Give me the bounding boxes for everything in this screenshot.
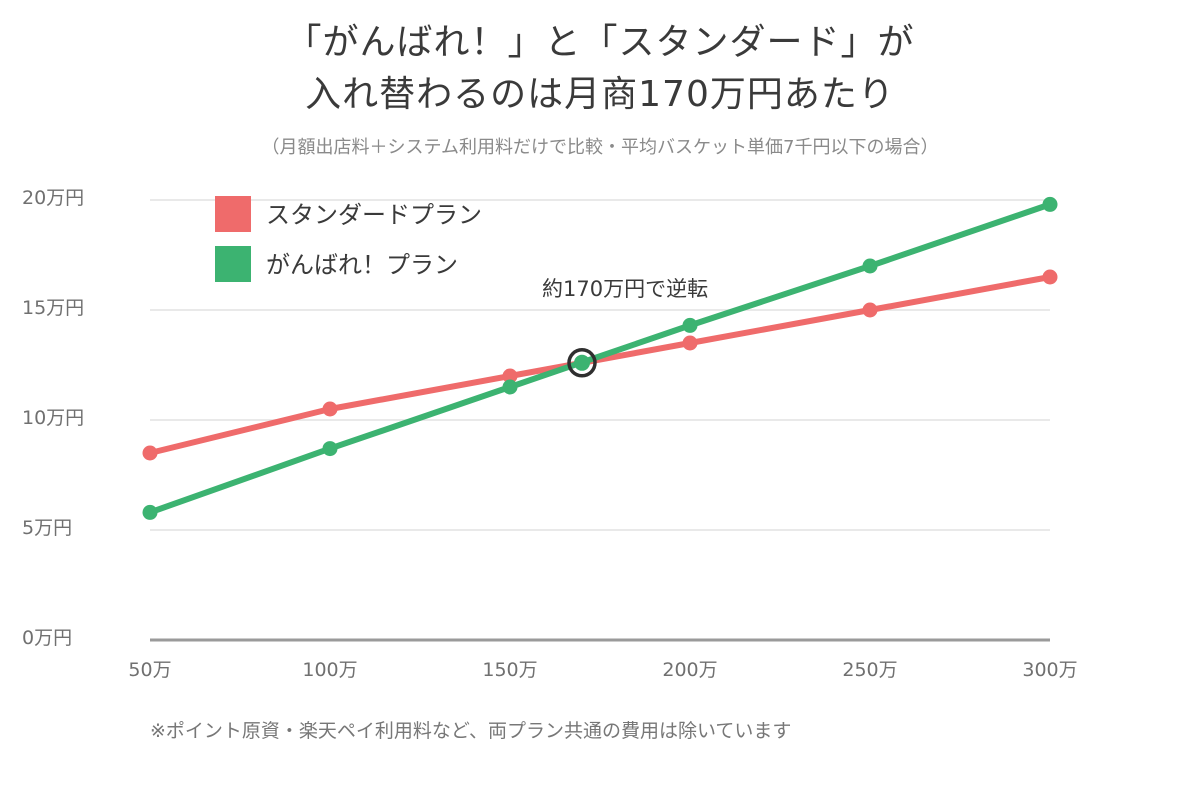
chart-subtitle: （月額出店料＋システム利用料だけで比較・平均バスケット単価7千円以下の場合） [261,137,939,158]
data-point [1042,269,1058,285]
data-point [1042,196,1058,212]
legend-swatch [215,246,251,282]
series-group [142,196,1058,520]
chart-footnote: ※ポイント原資・楽天ペイ利用料など、両プラン共通の費用は除いています [150,720,792,742]
y-tick-label: 15万円 [22,297,84,319]
y-tick-label: 5万円 [22,517,72,539]
y-tick-label: 20万円 [22,187,84,209]
data-point [142,504,158,520]
x-tick-label: 50万 [128,659,171,681]
x-tick-label: 300万 [1022,659,1077,681]
x-tick-label: 200万 [662,659,717,681]
y-tick-label: 10万円 [22,407,84,429]
x-axis-ticks: 50万 100万 150万 200万 250万 300万 [128,659,1077,681]
legend-label: がんばれ！プラン [266,251,458,279]
series-line-1 [147,201,1053,516]
data-point [322,401,338,417]
data-point [142,445,158,461]
data-point [502,379,518,395]
x-tick-label: 100万 [302,659,357,681]
x-tick-label: 250万 [842,659,897,681]
data-point [862,302,878,318]
chart-title-line-2: 入れ替わるのは月商170万円あたり [305,74,895,115]
legend-swatch [215,196,251,232]
chart-title-line-1: 「がんばれ！」と「スタンダード」が [285,22,915,63]
series-line-0 [147,274,1053,456]
data-point [682,335,698,351]
y-axis-ticks: 0万円 5万円 10万円 15万円 20万円 [22,187,84,649]
data-point [502,368,518,384]
x-tick-label: 150万 [482,659,537,681]
crossover-ring [567,348,597,378]
y-tick-label: 0万円 [22,627,72,649]
data-point [682,317,698,333]
data-point [322,441,338,457]
crossover-annotation-text: 約170万円で逆転 [542,277,708,301]
crossover-point [574,354,590,371]
grid-lines [150,199,1050,531]
annotation: 約170万円で逆転 [542,277,708,378]
legend-label: スタンダードプラン [266,201,482,229]
data-point [862,258,878,274]
